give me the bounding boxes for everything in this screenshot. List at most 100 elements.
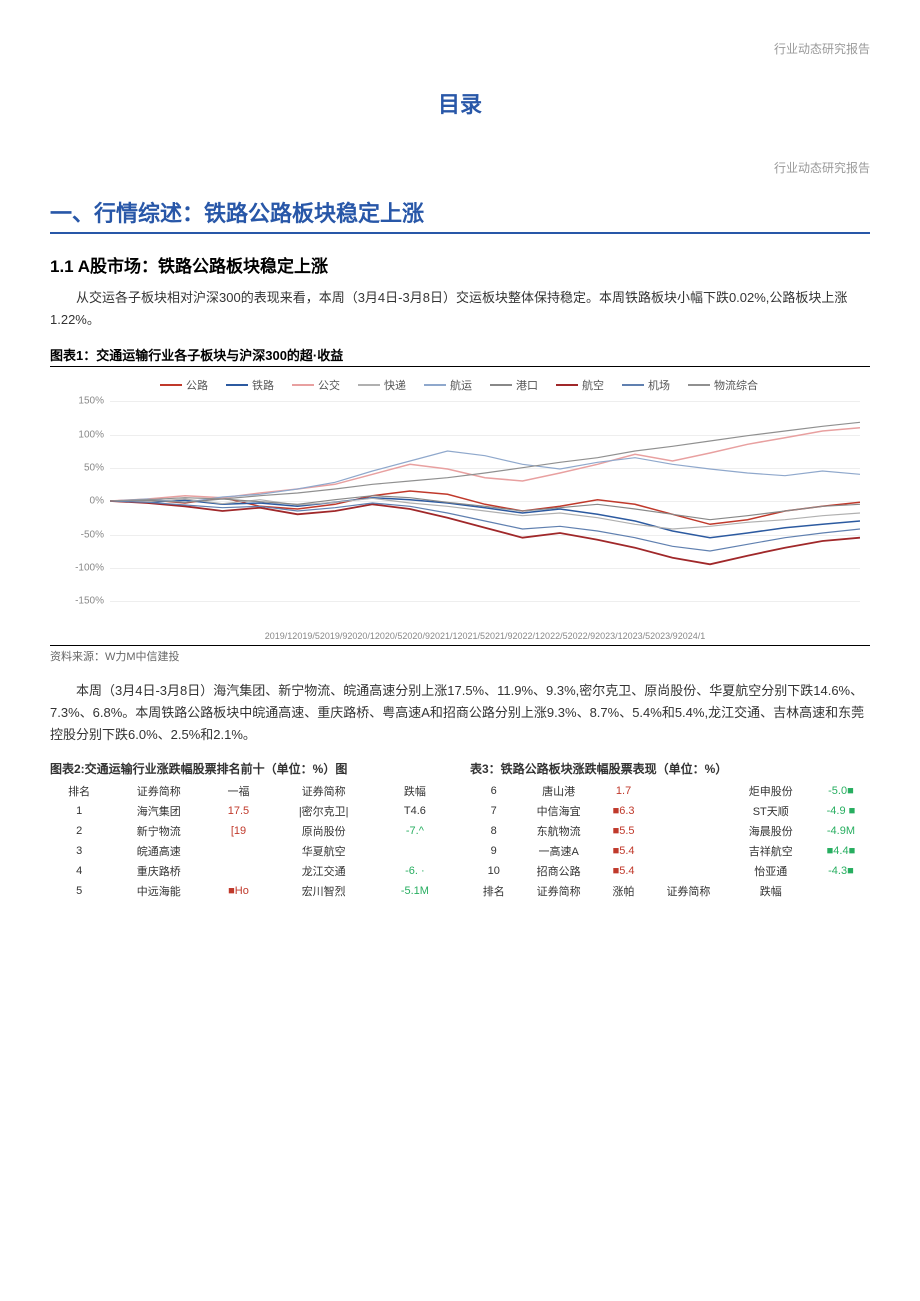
table-cell: ■4.4■ <box>812 841 870 861</box>
legend-swatch <box>226 384 248 386</box>
series-line <box>110 428 860 501</box>
table-header: 证券简称 <box>517 881 599 901</box>
legend-swatch <box>160 384 182 386</box>
ytick-label: 150% <box>78 396 104 407</box>
legend-swatch <box>556 384 578 386</box>
legend-item: 公路 <box>160 377 208 393</box>
table-cell: 炬申股份 <box>730 781 812 801</box>
chart1-lines <box>110 401 860 601</box>
legend-item: 机场 <box>622 377 670 393</box>
legend-label: 航空 <box>582 377 604 393</box>
legend-item: 公交 <box>292 377 340 393</box>
table-cell: ■5.5 <box>600 821 647 841</box>
legend-label: 物流综合 <box>714 377 758 393</box>
legend-swatch <box>622 384 644 386</box>
table-cell: 7 <box>470 801 517 821</box>
header-tag-2: 行业动态研究报告 <box>50 159 870 176</box>
table-cell: [19 <box>209 821 267 841</box>
table-cell: T4.6 <box>380 801 450 821</box>
ytick-label: 50% <box>84 462 104 473</box>
table-header: 跌幅 <box>730 881 812 901</box>
table-cell: 一高速A <box>517 841 599 861</box>
table-row: 9一高速A■5.4吉祥航空■4.4■ <box>470 841 870 861</box>
table-cell: -4.3■ <box>812 861 870 881</box>
legend-label: 铁路 <box>252 377 274 393</box>
table-cell: 唐山港 <box>517 781 599 801</box>
table-row: 5中远海能■Ho宏川智烈-5.1M <box>50 881 450 901</box>
table-cell: 中远海能 <box>108 881 209 901</box>
table-cell: 3 <box>50 841 108 861</box>
toc-title: 目录 <box>50 87 870 119</box>
table-row: 6唐山港1.7炬申股份-5.0■ <box>470 781 870 801</box>
table-header: 一福 <box>209 781 267 801</box>
series-line <box>110 498 860 529</box>
series-line <box>110 422 860 501</box>
header-tag: 行业动态研究报告 <box>50 40 870 57</box>
table-cell: ■Ho <box>209 881 267 901</box>
table2-title: 图表2:交通运输行业涨跌幅股票排名前十（单位：%）图 <box>50 760 450 777</box>
table-cell: ■5.4 <box>600 861 647 881</box>
legend-label: 公路 <box>186 377 208 393</box>
table-cell <box>209 841 267 861</box>
table-cell <box>647 861 729 881</box>
table-row: 7中信海宜■6.3ST天顺-4.9 ■ <box>470 801 870 821</box>
table-cell: 1 <box>50 801 108 821</box>
legend-swatch <box>490 384 512 386</box>
table-cell: ■5.4 <box>600 841 647 861</box>
tables-row: 图表2:交通运输行业涨跌幅股票排名前十（单位：%）图 排名证券简称一福证券简称跌… <box>50 760 870 901</box>
legend-label: 港口 <box>516 377 538 393</box>
table3: 6唐山港1.7炬申股份-5.0■7中信海宜■6.3ST天顺-4.9 ■8东航物流… <box>470 781 870 901</box>
table-header: 排名 <box>50 781 108 801</box>
table-header: 涨帕 <box>600 881 647 901</box>
legend-label: 航运 <box>450 377 472 393</box>
table-cell: |密尔克卫| <box>268 801 380 821</box>
legend-swatch <box>688 384 710 386</box>
series-line <box>110 451 860 502</box>
table3-title: 表3：铁路公路板块涨跌幅股票表现（单位：%） <box>470 760 870 777</box>
table-cell <box>647 781 729 801</box>
legend-swatch <box>358 384 380 386</box>
table-row: 8东航物流■5.5海晨股份-4.9M <box>470 821 870 841</box>
table-cell: -7.^ <box>380 821 450 841</box>
legend-item: 快递 <box>358 377 406 393</box>
gridline <box>110 601 860 602</box>
legend-label: 公交 <box>318 377 340 393</box>
legend-item: 航空 <box>556 377 604 393</box>
legend-label: 快递 <box>384 377 406 393</box>
table-cell <box>647 841 729 861</box>
table-cell: 新宁物流 <box>108 821 209 841</box>
table-cell: -5.0■ <box>812 781 870 801</box>
paragraph-1: 从交运各子板块相对沪深300的表现来看，本周（3月4日-3月8日）交运板块整体保… <box>50 287 870 331</box>
table-cell: 原尚股份 <box>268 821 380 841</box>
table-cell: 8 <box>470 821 517 841</box>
table-cell: 4 <box>50 861 108 881</box>
legend-item: 航运 <box>424 377 472 393</box>
table-cell <box>209 861 267 881</box>
table-cell: 5 <box>50 881 108 901</box>
ytick-label: -150% <box>75 596 104 607</box>
section-heading-1-1: 1.1 A股市场：铁路公路板块稳定上涨 <box>50 252 870 277</box>
legend-swatch <box>424 384 446 386</box>
ytick-label: -50% <box>81 529 104 540</box>
table-cell: 海晨股份 <box>730 821 812 841</box>
table-cell: -6. · <box>380 861 450 881</box>
table-cell: 宏川智烈 <box>268 881 380 901</box>
table-cell: -4.9M <box>812 821 870 841</box>
table-cell: 海汽集团 <box>108 801 209 821</box>
table-row: 1海汽集团17.5|密尔克卫|T4.6 <box>50 801 450 821</box>
table-cell: 1.7 <box>600 781 647 801</box>
paragraph-2: 本周（3月4日-3月8日）海汽集团、新宁物流、皖通高速分别上涨17.5%、11.… <box>50 680 870 746</box>
table-cell: -5.1M <box>380 881 450 901</box>
ytick-label: 0% <box>90 496 104 507</box>
chart1-yaxis: 150%100%50%0%-50%-100%-150% <box>50 401 110 601</box>
table-header: 证券简称 <box>647 881 729 901</box>
table-row: 3皖通高速华夏航空 <box>50 841 450 861</box>
table-cell: 龙江交通 <box>268 861 380 881</box>
ytick-label: -100% <box>75 562 104 573</box>
table-cell: 皖通高速 <box>108 841 209 861</box>
table-header: 跌幅 <box>380 781 450 801</box>
table-header: 排名 <box>470 881 517 901</box>
table-cell <box>647 821 729 841</box>
legend-item: 港口 <box>490 377 538 393</box>
table-header: 证券简称 <box>108 781 209 801</box>
